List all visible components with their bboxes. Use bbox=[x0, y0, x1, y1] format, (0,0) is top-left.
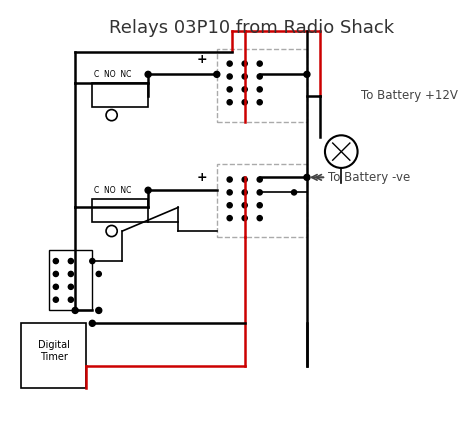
Circle shape bbox=[96, 308, 102, 314]
Circle shape bbox=[227, 216, 232, 221]
Text: To Battery +12V: To Battery +12V bbox=[361, 89, 457, 102]
Bar bbox=[217, 49, 307, 121]
Circle shape bbox=[68, 284, 73, 289]
Circle shape bbox=[242, 61, 247, 66]
Circle shape bbox=[53, 271, 58, 276]
Circle shape bbox=[145, 71, 151, 77]
Bar bbox=[49, 250, 92, 311]
Circle shape bbox=[68, 297, 73, 302]
Text: +: + bbox=[196, 171, 207, 184]
Circle shape bbox=[68, 258, 73, 264]
Circle shape bbox=[242, 190, 247, 195]
Circle shape bbox=[53, 297, 58, 302]
Circle shape bbox=[53, 258, 58, 264]
Text: C  NO  NC: C NO NC bbox=[94, 70, 132, 79]
Circle shape bbox=[242, 100, 247, 105]
Circle shape bbox=[257, 216, 262, 221]
Circle shape bbox=[242, 177, 247, 182]
Circle shape bbox=[242, 216, 247, 221]
Circle shape bbox=[227, 203, 232, 208]
Circle shape bbox=[257, 87, 262, 92]
Circle shape bbox=[145, 187, 151, 193]
Bar bbox=[217, 165, 307, 238]
Circle shape bbox=[227, 190, 232, 195]
Circle shape bbox=[257, 74, 262, 79]
Text: +: + bbox=[196, 53, 207, 66]
Circle shape bbox=[227, 74, 232, 79]
Circle shape bbox=[257, 61, 262, 66]
Circle shape bbox=[292, 190, 297, 195]
Circle shape bbox=[257, 190, 262, 195]
Text: Relays 03P10 from Radio Shack: Relays 03P10 from Radio Shack bbox=[109, 19, 394, 37]
Circle shape bbox=[304, 71, 310, 77]
Circle shape bbox=[227, 61, 232, 66]
Text: To Battery -ve: To Battery -ve bbox=[328, 171, 410, 184]
Circle shape bbox=[72, 308, 78, 314]
Circle shape bbox=[106, 110, 117, 121]
Circle shape bbox=[68, 271, 73, 276]
Circle shape bbox=[53, 284, 58, 289]
Circle shape bbox=[325, 135, 357, 168]
Bar bbox=[92, 83, 148, 107]
Bar bbox=[21, 323, 86, 388]
Circle shape bbox=[257, 100, 262, 105]
Circle shape bbox=[106, 226, 117, 237]
Text: Digital
Timer: Digital Timer bbox=[38, 340, 70, 362]
Circle shape bbox=[304, 175, 310, 181]
Circle shape bbox=[242, 87, 247, 92]
Circle shape bbox=[89, 320, 95, 326]
Text: C  NO  NC: C NO NC bbox=[94, 185, 132, 194]
Circle shape bbox=[257, 177, 262, 182]
Circle shape bbox=[227, 87, 232, 92]
Circle shape bbox=[242, 203, 247, 208]
Circle shape bbox=[227, 100, 232, 105]
Circle shape bbox=[227, 177, 232, 182]
Circle shape bbox=[96, 271, 101, 276]
Circle shape bbox=[242, 74, 247, 79]
Circle shape bbox=[257, 203, 262, 208]
Circle shape bbox=[90, 258, 95, 264]
Circle shape bbox=[214, 71, 220, 77]
Bar bbox=[92, 199, 148, 222]
